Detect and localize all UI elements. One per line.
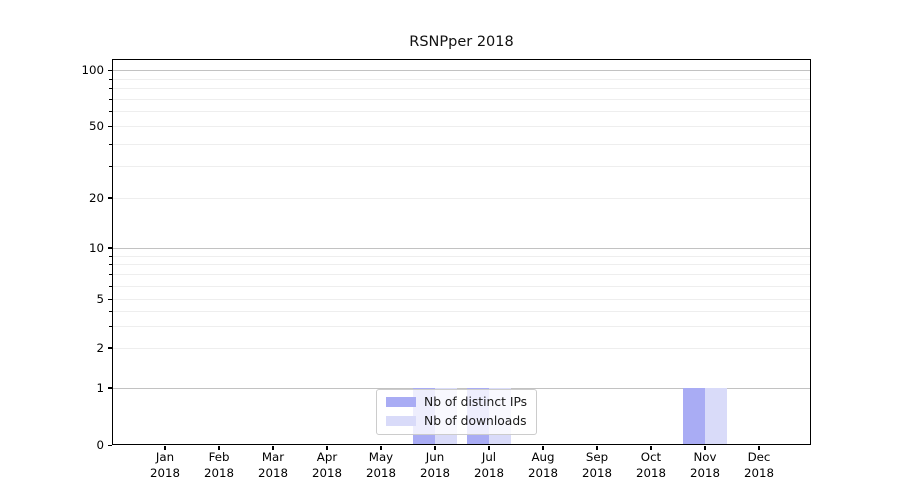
x-tick-mark xyxy=(758,445,760,450)
y-minor-tick-mark xyxy=(109,111,112,113)
legend-swatch-downloads xyxy=(386,416,416,426)
y-minor-gridline xyxy=(112,264,811,266)
y-minor-gridline xyxy=(112,326,811,328)
y-minor-gridline xyxy=(112,255,811,257)
y-gridline xyxy=(112,387,811,389)
y-minor-tick-mark xyxy=(109,255,112,257)
y-tick-mark xyxy=(107,298,112,300)
x-tick-label: Jul 2018 xyxy=(473,450,504,480)
y-minor-tick-mark xyxy=(109,78,112,80)
x-tick-mark xyxy=(272,445,274,450)
y-minor-tick-mark xyxy=(109,274,112,276)
y-tick-label: 10 xyxy=(88,240,104,255)
chart-title: RSNPper 2018 xyxy=(409,34,514,50)
y-minor-tick-mark xyxy=(109,166,112,168)
x-tick-label: Apr 2018 xyxy=(311,450,343,480)
y-tick-mark xyxy=(107,197,112,199)
legend-label-downloads: Nb of downloads xyxy=(424,414,527,428)
bar-downloads-nov xyxy=(704,387,727,445)
legend-label-distinct-ips: Nb of distinct IPs xyxy=(424,395,528,409)
x-tick-mark xyxy=(488,445,490,450)
y-minor-gridline xyxy=(112,78,811,80)
y-minor-gridline xyxy=(112,143,811,145)
x-tick-label: Aug 2018 xyxy=(527,450,559,480)
y-minor-tick-mark xyxy=(109,285,112,287)
y-minor-tick-mark xyxy=(109,98,112,100)
x-tick-mark xyxy=(704,445,706,450)
x-tick-mark xyxy=(596,445,598,450)
y-tick-label: 1 xyxy=(96,380,104,395)
y-tick-mark xyxy=(107,247,112,249)
x-tick-mark xyxy=(542,445,544,450)
y-minor-gridline xyxy=(112,98,811,100)
x-tick-label: Nov 2018 xyxy=(689,450,720,480)
x-tick-mark xyxy=(380,445,382,450)
y-minor-tick-mark xyxy=(109,326,112,328)
x-tick-mark xyxy=(164,445,166,450)
y-tick-mark xyxy=(107,387,112,389)
y-tick-label: 20 xyxy=(88,190,104,205)
y-tick-label: 5 xyxy=(96,292,104,306)
y-tick-label: 0 xyxy=(96,438,104,452)
y-tick-mark xyxy=(107,347,112,349)
y-tick-label: 100 xyxy=(81,63,104,77)
x-tick-mark xyxy=(218,445,220,450)
y-gridline xyxy=(112,347,811,349)
x-tick-label: Sep 2018 xyxy=(581,450,612,480)
y-minor-gridline xyxy=(112,274,811,276)
legend-swatch-distinct-ips xyxy=(386,397,416,407)
legend-item-distinct-ips: Nb of distinct IPs xyxy=(386,395,527,409)
y-minor-gridline xyxy=(112,310,811,312)
legend: Nb of distinct IPs Nb of downloads xyxy=(376,389,538,435)
y-gridline xyxy=(112,247,811,249)
x-tick-label: May 2018 xyxy=(365,450,396,480)
y-minor-gridline xyxy=(112,285,811,287)
x-tick-mark xyxy=(650,445,652,450)
x-tick-label: Jan 2018 xyxy=(149,450,180,480)
y-tick-mark xyxy=(107,69,112,71)
x-tick-mark xyxy=(326,445,328,450)
y-minor-tick-mark xyxy=(109,88,112,90)
bar-distinct-ips-nov xyxy=(683,387,705,445)
y-minor-gridline xyxy=(112,111,811,113)
y-minor-gridline xyxy=(112,88,811,90)
plot-area: Nb of distinct IPs Nb of downloads xyxy=(112,59,811,445)
x-tick-mark xyxy=(434,445,436,450)
x-tick-label: Dec 2018 xyxy=(743,450,774,480)
x-tick-label: Oct 2018 xyxy=(635,450,666,480)
y-gridline xyxy=(112,70,811,71)
y-gridline xyxy=(112,126,811,127)
y-minor-tick-mark xyxy=(109,310,112,312)
y-minor-tick-mark xyxy=(109,264,112,266)
y-minor-tick-mark xyxy=(109,143,112,145)
y-tick-label: 2 xyxy=(96,340,104,355)
y-gridline xyxy=(112,197,811,199)
y-gridline xyxy=(112,299,811,300)
y-tick-mark xyxy=(107,444,112,446)
y-minor-gridline xyxy=(112,166,811,168)
x-tick-label: Mar 2018 xyxy=(257,450,288,480)
x-tick-label: Jun 2018 xyxy=(419,450,451,480)
y-tick-label: 50 xyxy=(88,119,104,133)
x-tick-label: Feb 2018 xyxy=(204,450,235,480)
y-tick-mark xyxy=(107,125,112,127)
legend-item-downloads: Nb of downloads xyxy=(386,414,527,428)
